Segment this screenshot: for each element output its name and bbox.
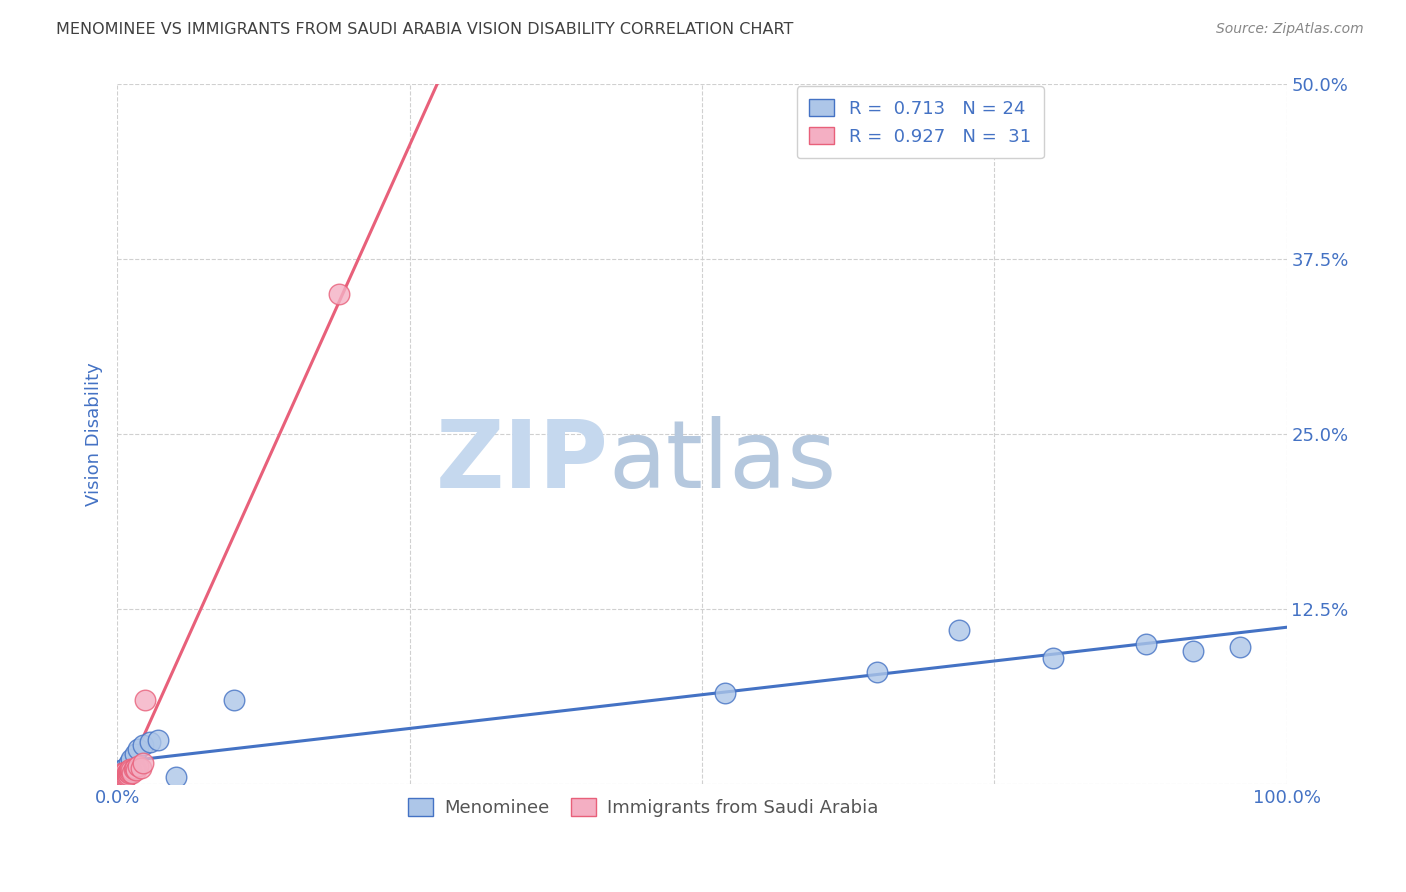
Point [118, 764, 141, 778]
Point [114, 761, 136, 775]
Point [146, 732, 169, 747]
Point [120, 752, 142, 766]
Point [124, 747, 146, 761]
Point [132, 756, 155, 771]
Point [117, 764, 139, 779]
Point [117, 767, 139, 781]
Point [115, 766, 138, 780]
Text: atlas: atlas [609, 417, 837, 508]
Point [112, 764, 135, 779]
Text: Source: ZipAtlas.com: Source: ZipAtlas.com [1216, 22, 1364, 37]
Point [866, 665, 889, 680]
Point [115, 766, 138, 780]
Point [134, 693, 156, 707]
Point [948, 624, 970, 638]
Point [107, 771, 129, 785]
Point [112, 767, 135, 781]
Point [125, 764, 148, 778]
Point [132, 738, 155, 752]
Point [112, 766, 135, 780]
Point [328, 287, 350, 301]
Point [122, 762, 145, 776]
Point [110, 767, 132, 781]
Point [139, 735, 162, 749]
Point [714, 686, 737, 700]
Point [112, 771, 135, 785]
Point [165, 771, 187, 785]
Point [110, 771, 132, 785]
Point [224, 693, 246, 707]
Legend: Menominee, Immigrants from Saudi Arabia: Menominee, Immigrants from Saudi Arabia [401, 791, 886, 824]
Point [118, 766, 141, 780]
Point [1042, 651, 1064, 665]
Point [1229, 640, 1251, 655]
Point [108, 771, 131, 785]
Point [118, 762, 141, 776]
Point [120, 764, 142, 778]
Point [110, 769, 132, 783]
Point [114, 767, 136, 781]
Text: ZIP: ZIP [436, 417, 609, 508]
Point [108, 766, 131, 780]
Text: MENOMINEE VS IMMIGRANTS FROM SAUDI ARABIA VISION DISABILITY CORRELATION CHART: MENOMINEE VS IMMIGRANTS FROM SAUDI ARABI… [56, 22, 793, 37]
Point [118, 756, 141, 771]
Point [1135, 637, 1157, 651]
Point [124, 761, 146, 775]
Point [111, 769, 134, 783]
Point [114, 764, 136, 779]
Point [127, 742, 149, 756]
Point [1182, 644, 1205, 658]
Point [112, 769, 135, 783]
Point [111, 764, 134, 778]
Point [129, 761, 152, 775]
Point [111, 766, 134, 780]
Point [115, 769, 138, 783]
Point [108, 769, 131, 783]
Point [118, 764, 141, 779]
Point [112, 767, 135, 781]
Y-axis label: Vision Disability: Vision Disability [86, 362, 103, 507]
Point [121, 766, 143, 780]
Point [107, 772, 129, 786]
Point [127, 759, 149, 773]
